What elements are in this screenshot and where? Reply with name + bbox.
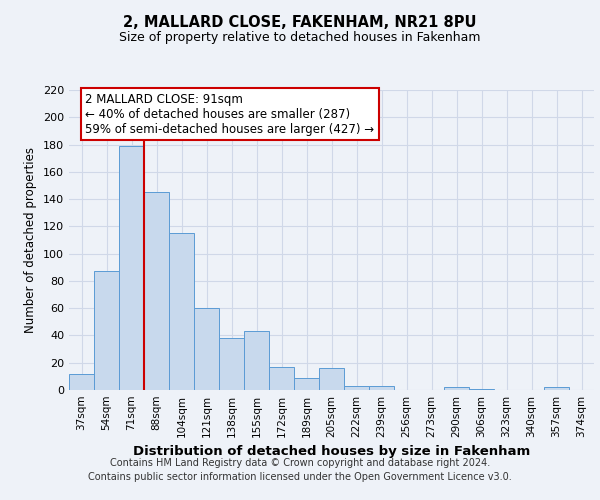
Bar [119,146,144,390]
Text: 2, MALLARD CLOSE, FAKENHAM, NR21 8PU: 2, MALLARD CLOSE, FAKENHAM, NR21 8PU [123,15,477,30]
Text: Contains HM Land Registry data © Crown copyright and database right 2024.: Contains HM Land Registry data © Crown c… [110,458,490,468]
Bar [94,272,119,390]
Bar [194,308,219,390]
Bar [469,388,494,390]
Bar [319,368,344,390]
Bar [69,374,94,390]
Bar [444,388,469,390]
Y-axis label: Number of detached properties: Number of detached properties [25,147,37,333]
Bar [344,386,369,390]
Bar [269,367,294,390]
Bar [244,332,269,390]
Bar [219,338,244,390]
Bar [544,388,569,390]
Bar [169,233,194,390]
Text: Size of property relative to detached houses in Fakenham: Size of property relative to detached ho… [119,31,481,44]
Bar [294,378,319,390]
Bar [144,192,169,390]
X-axis label: Distribution of detached houses by size in Fakenham: Distribution of detached houses by size … [133,446,530,458]
Text: 2 MALLARD CLOSE: 91sqm
← 40% of detached houses are smaller (287)
59% of semi-de: 2 MALLARD CLOSE: 91sqm ← 40% of detached… [85,92,374,136]
Text: Contains public sector information licensed under the Open Government Licence v3: Contains public sector information licen… [88,472,512,482]
Bar [369,386,394,390]
